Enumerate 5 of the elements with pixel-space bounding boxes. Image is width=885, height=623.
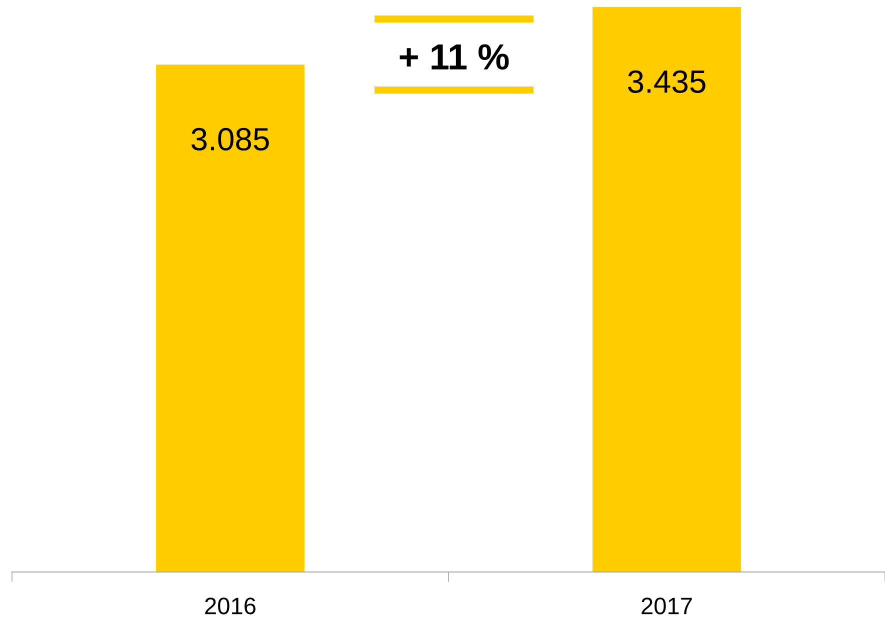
data-label: 3.435 xyxy=(628,70,706,93)
x-tick-label: 2017 xyxy=(642,598,692,614)
annotation: + 11 % xyxy=(400,44,509,70)
data-label: 3.085 xyxy=(192,128,269,151)
x-tick-label: 2016 xyxy=(205,598,256,614)
